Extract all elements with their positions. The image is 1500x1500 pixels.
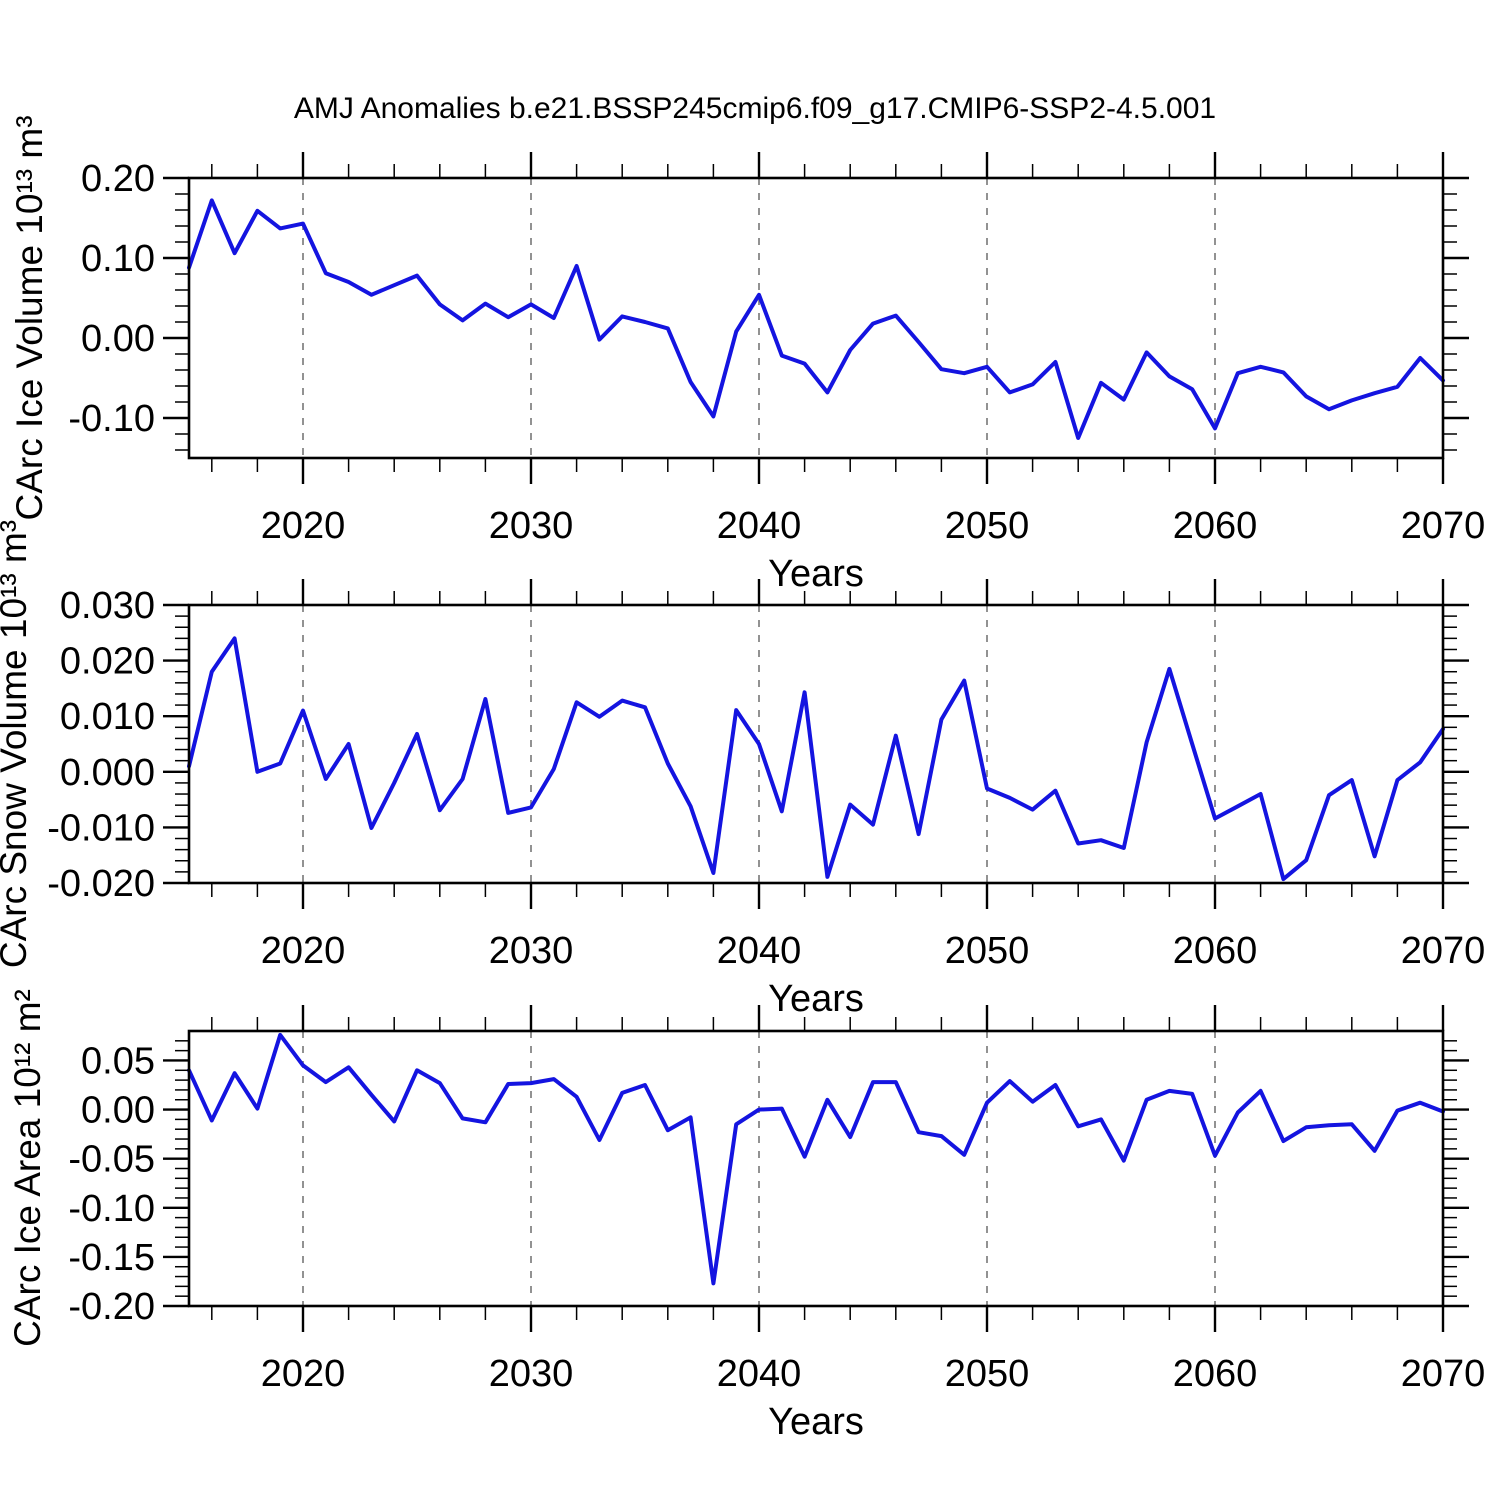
x-tick-label: 2050 bbox=[945, 930, 1030, 972]
chart-title: AMJ Anomalies b.e21.BSSP245cmip6.f09_g17… bbox=[294, 92, 1216, 125]
y-axis-title-ice-area: CArc Ice Area 10¹² m² bbox=[7, 989, 48, 1347]
x-axis-title: Years bbox=[768, 1401, 864, 1443]
x-tick-label: 2020 bbox=[261, 505, 346, 547]
series-line-ice-area bbox=[187, 1032, 1445, 1286]
x-tick-label: 2060 bbox=[1173, 930, 1258, 972]
y-tick-label: 0.00 bbox=[81, 318, 155, 360]
y-tick-label: 0.20 bbox=[81, 158, 155, 200]
x-tick-label: 2070 bbox=[1401, 930, 1486, 972]
plot-frame-ice-volume bbox=[187, 176, 1445, 460]
x-tick-label: 2020 bbox=[261, 930, 346, 972]
y-tick-label: 0.00 bbox=[81, 1090, 155, 1132]
x-tick-label: 2060 bbox=[1173, 1353, 1258, 1395]
y-tick-label: 0.10 bbox=[81, 238, 155, 280]
x-tick-label: 2020 bbox=[261, 1353, 346, 1395]
x-tick-label: 2030 bbox=[489, 505, 574, 547]
y-tick-label: -0.20 bbox=[68, 1286, 155, 1328]
y-tick-label: 0.000 bbox=[60, 752, 155, 794]
y-tick-label: 0.05 bbox=[81, 1040, 155, 1082]
x-tick-label: 2070 bbox=[1401, 1353, 1486, 1395]
y-tick-label: -0.15 bbox=[68, 1237, 155, 1279]
x-tick-label: 2030 bbox=[489, 1353, 574, 1395]
y-tick-label: 0.020 bbox=[60, 641, 155, 683]
x-axis-title: Years bbox=[768, 978, 864, 1020]
x-tick-label: 2040 bbox=[717, 930, 802, 972]
plot-frame-snow-volume bbox=[187, 603, 1445, 885]
y-tick-label: -0.05 bbox=[68, 1139, 155, 1181]
x-tick-label: 2040 bbox=[717, 505, 802, 547]
x-tick-label: 2040 bbox=[717, 1353, 802, 1395]
x-tick-label: 2060 bbox=[1173, 505, 1258, 547]
y-tick-label: 0.030 bbox=[60, 585, 155, 627]
x-tick-label: 2050 bbox=[945, 1353, 1030, 1395]
y-tick-label: -0.10 bbox=[68, 1188, 155, 1230]
x-axis-title: Years bbox=[768, 553, 864, 595]
y-tick-label: 0.010 bbox=[60, 696, 155, 738]
x-tick-label: 2030 bbox=[489, 930, 574, 972]
x-tick-label: 2050 bbox=[945, 505, 1030, 547]
plot-frame-ice-area bbox=[187, 1029, 1445, 1308]
y-tick-label: -0.10 bbox=[68, 398, 155, 440]
series-line-snow-volume bbox=[187, 636, 1445, 882]
y-tick-label: -0.020 bbox=[47, 863, 155, 905]
x-tick-label: 2070 bbox=[1401, 505, 1486, 547]
y-tick-label: -0.010 bbox=[47, 807, 155, 849]
series-line-ice-volume bbox=[187, 198, 1445, 440]
y-axis-title-snow-volume: CArc Snow Volume 10¹³ m³ bbox=[0, 520, 34, 968]
generated-plot-layers: 0.20 0.10 0.00 -0.10 2020 2030 2040 2050 2060 207… bbox=[47, 152, 1485, 1443]
y-axis-title-ice-volume: CArc Ice Volume 10¹³ m³ bbox=[9, 115, 50, 520]
